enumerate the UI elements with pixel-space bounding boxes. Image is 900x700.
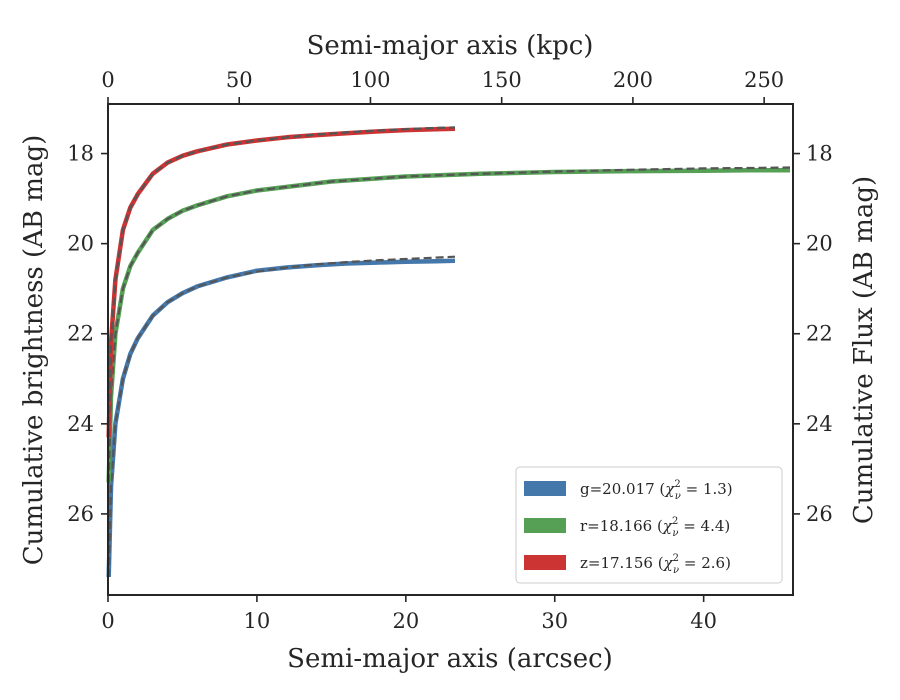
legend-label-r-sup: 2 bbox=[672, 516, 678, 527]
x-axis-title: Semi-major axis (arcsec) bbox=[287, 644, 613, 674]
right-y-tick-label: 20 bbox=[806, 232, 833, 256]
right-y-tick-label: 22 bbox=[806, 322, 833, 346]
top-x-axis-title: Semi-major axis (kpc) bbox=[307, 31, 594, 61]
legend-swatch-r bbox=[524, 518, 566, 533]
legend-swatch-z bbox=[524, 555, 566, 570]
top-x-tick-label: 0 bbox=[101, 68, 114, 92]
legend-label-r-sub: ν bbox=[672, 528, 678, 539]
x-tick-label: 10 bbox=[244, 609, 271, 633]
model-line-z bbox=[107, 126, 456, 438]
top-x-tick-label: 50 bbox=[226, 68, 253, 92]
x-tick-label: 20 bbox=[392, 609, 419, 633]
legend-label-z-sub: ν bbox=[673, 565, 679, 576]
top-x-tick-label: 250 bbox=[744, 68, 784, 92]
right-y-tick-label: 18 bbox=[806, 142, 833, 166]
legend-label-r: r=18.166 (χ2 ν = 4.4) bbox=[580, 516, 730, 539]
legend-label-g-sup: 2 bbox=[674, 479, 680, 490]
x-tick-label: 30 bbox=[541, 609, 568, 633]
legend-label-r-chi: χ bbox=[662, 517, 673, 535]
legend-label-z-main: z=17.156 ( bbox=[580, 554, 664, 572]
legend: g=20.017 (χ2 ν = 1.3) r=18.166 (χ2 ν = 4.4… bbox=[515, 466, 783, 584]
right-y-axis-title: Cumulative Flux (AB mag) bbox=[849, 176, 879, 524]
x-tick-label: 0 bbox=[101, 609, 114, 633]
legend-label-r-tail: = 4.4) bbox=[678, 517, 730, 535]
legend-label-z: z=17.156 (χ2 ν = 2.6) bbox=[580, 553, 731, 576]
y-axis-title: Cumulative brightness (AB mag) bbox=[19, 135, 49, 566]
legend-label-g-chi: χ bbox=[664, 480, 675, 498]
right-y-tick-label: 24 bbox=[806, 412, 833, 436]
top-x-tick-label: 200 bbox=[613, 68, 653, 92]
y-tick-label: 26 bbox=[67, 502, 94, 526]
legend-label-g-sub: ν bbox=[675, 491, 681, 502]
y-tick-label: 24 bbox=[67, 412, 94, 436]
top-x-tick-label: 100 bbox=[350, 68, 390, 92]
model-line-g bbox=[107, 255, 456, 578]
axis-ticks: 0 10 20 30 400 50 100 150 200 2501820222426182022… bbox=[67, 68, 832, 633]
legend-box bbox=[515, 466, 783, 584]
right-y-tick-label: 26 bbox=[806, 502, 833, 526]
legend-label-z-sup: 2 bbox=[673, 553, 679, 564]
top-x-tick-label: 150 bbox=[482, 68, 522, 92]
legend-label-z-tail: = 2.6) bbox=[679, 554, 731, 572]
model-line-r bbox=[107, 166, 791, 483]
axes-frame bbox=[107, 103, 794, 596]
y-tick-label: 18 bbox=[67, 142, 94, 166]
y-tick-label: 22 bbox=[67, 322, 94, 346]
x-tick-label: 40 bbox=[690, 609, 717, 633]
legend-swatch-g bbox=[524, 481, 566, 496]
legend-label-z-chi: χ bbox=[663, 554, 674, 572]
legend-label-g: g=20.017 (χ2 ν = 1.3) bbox=[580, 479, 733, 502]
series-group bbox=[106, 126, 791, 578]
legend-label-r-main: r=18.166 ( bbox=[580, 517, 663, 535]
legend-label-g-main: g=20.017 ( bbox=[580, 480, 665, 498]
y-tick-label: 20 bbox=[67, 232, 94, 256]
legend-label-g-tail: = 1.3) bbox=[681, 480, 733, 498]
